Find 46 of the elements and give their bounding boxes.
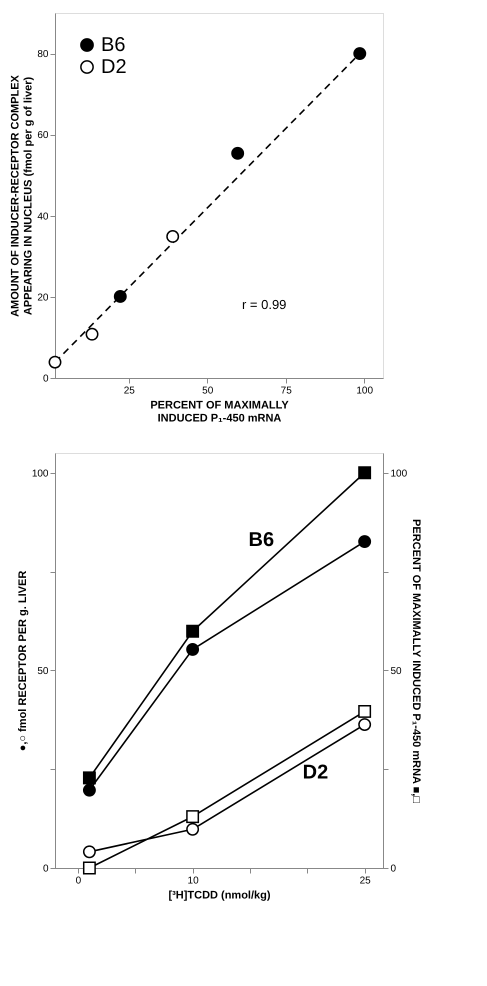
point	[353, 47, 366, 60]
y2-tick-label: 0	[390, 864, 396, 874]
y-tick-label: 100	[32, 468, 49, 480]
legend-label: D2	[101, 56, 127, 78]
x-tick-label: 75	[280, 386, 292, 396]
y-axis-title: ●,○ fmol RECEPTOR PER g. LIVER	[16, 570, 29, 752]
point	[231, 146, 244, 160]
point	[82, 845, 96, 858]
point	[186, 642, 200, 656]
point	[358, 718, 372, 731]
y-tick-label: 0	[42, 864, 49, 874]
point	[186, 822, 200, 836]
point	[82, 771, 96, 784]
annotation: D2	[302, 762, 328, 784]
x-tick-label: 0	[76, 876, 82, 886]
y-axis-title: AMOUNT OF INDUCER-RECEPTOR COMPLEX APPEARING IN NUCLEUS (fmol per g of liver)	[9, 74, 34, 317]
x-tick-label: 50	[202, 386, 214, 396]
point	[186, 810, 200, 824]
point	[86, 328, 98, 341]
point	[114, 290, 127, 303]
legend-label: B6	[101, 34, 126, 56]
point	[48, 356, 62, 369]
point	[358, 535, 372, 548]
y2-tick-label: 50	[390, 666, 402, 677]
point	[166, 230, 180, 243]
x-axis-title: [³H]TCDD (nmol/kg)	[168, 890, 271, 902]
x-tick-label: 25	[124, 386, 136, 396]
point	[358, 705, 372, 718]
y-tick-label: 60	[37, 130, 49, 142]
y-tick-label: 0	[42, 374, 49, 384]
y-tick-label: 80	[37, 49, 49, 60]
x-tick-label: 100	[356, 386, 374, 396]
y-tick-label: 20	[37, 292, 49, 304]
point	[82, 862, 96, 874]
point	[82, 784, 96, 797]
x-axis-title: PERCENT OF MAXIMALLY INDUCED P₁-450 mRNA	[150, 400, 290, 424]
y2-tick-label: 100	[390, 468, 408, 480]
x-tick-label: 25	[360, 876, 372, 886]
y-tick-label: 50	[37, 666, 49, 677]
y2-axis-title: PERCENT OF MAXIMALLY INDUCED P₁-450 mRNA ■,□	[410, 519, 422, 804]
point	[358, 466, 372, 480]
annotation: B6	[248, 529, 274, 552]
x-tick-label: 10	[188, 876, 200, 886]
annotation: r = 0.99	[242, 297, 286, 312]
point	[186, 624, 200, 638]
y-tick-label: 40	[37, 211, 49, 222]
